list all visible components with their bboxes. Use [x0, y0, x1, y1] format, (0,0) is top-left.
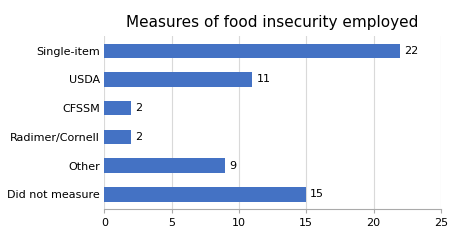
Bar	[104, 159, 226, 173]
Bar	[104, 187, 306, 202]
Text: 11: 11	[256, 74, 270, 84]
Text: 2: 2	[135, 132, 142, 142]
Bar	[104, 130, 131, 144]
Title: Measures of food insecurity employed: Measures of food insecurity employed	[127, 15, 419, 30]
Text: 22: 22	[404, 46, 419, 56]
Bar	[104, 44, 401, 58]
Text: 9: 9	[229, 161, 237, 171]
Bar	[104, 101, 131, 115]
Text: 15: 15	[310, 189, 324, 199]
Bar	[104, 72, 252, 87]
Text: 2: 2	[135, 103, 142, 113]
